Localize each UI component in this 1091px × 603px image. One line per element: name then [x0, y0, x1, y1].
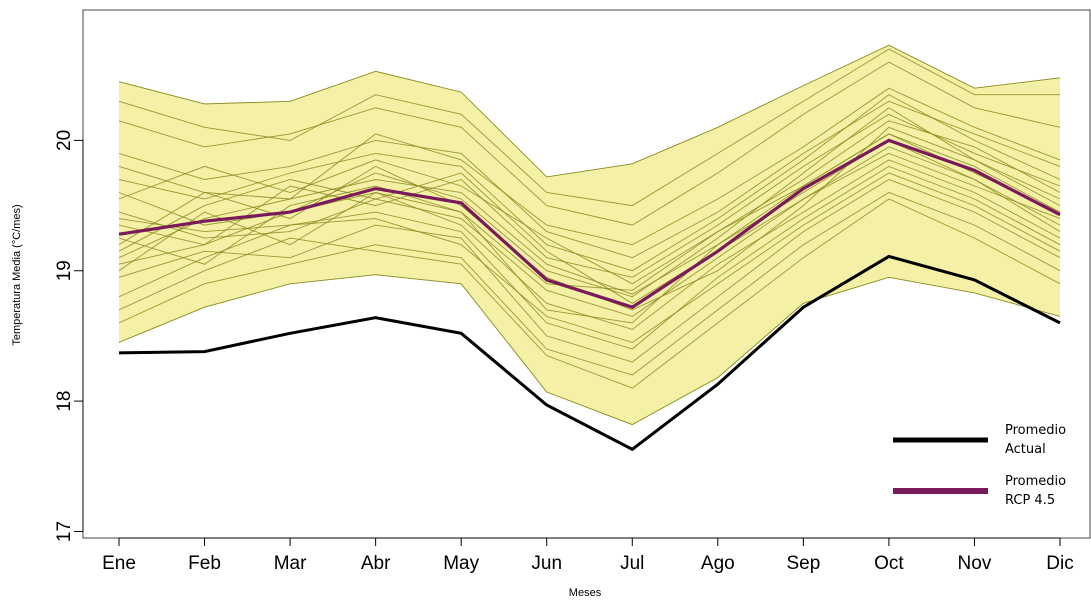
ensemble-line [118, 274, 1061, 426]
y-axis: 17 18 19 20 [54, 130, 84, 542]
ensemble-line [118, 100, 1061, 259]
ensemble-line [118, 94, 1061, 272]
x-tick-label: Dic [1046, 553, 1073, 574]
x-tick-label: Nov [958, 553, 992, 574]
x-tick-label: Mar [274, 553, 307, 574]
y-tick-label: 20 [54, 130, 75, 151]
x-tick-label: Feb [188, 553, 221, 574]
ensemble-line [118, 133, 1061, 291]
y-tick-label: 18 [54, 391, 75, 412]
ensemble-line [118, 120, 1061, 285]
ensemble-line [118, 179, 1061, 363]
legend-label: Actual [1005, 442, 1046, 457]
x-tick-label: Oct [874, 553, 904, 574]
x-tick-label: Jun [531, 553, 562, 574]
ensemble-line [118, 61, 1061, 226]
ensemble-line [118, 48, 1060, 207]
ensemble-line [118, 165, 1061, 350]
legend-label: Promedio [1005, 474, 1066, 489]
series-line-promedio-actual [118, 254, 1061, 452]
ensemble-line [118, 152, 1061, 304]
ensemble-line [118, 133, 1061, 295]
x-tick-label: Sep [786, 553, 820, 574]
y-tick-label: 19 [54, 260, 75, 281]
series-line-promedio-rcp45 [118, 138, 1061, 309]
ensemble-line [118, 113, 1061, 278]
x-axis-title: Meses [569, 587, 602, 599]
x-tick-label: Abr [361, 553, 391, 574]
ensemble-line [118, 146, 1061, 317]
legend-label: Promedio [1005, 423, 1066, 438]
legend: Promedio Actual Promedio RCP 4.5 [893, 423, 1066, 508]
plot-area [118, 44, 1061, 452]
ensemble-line [118, 172, 1061, 343]
ensemble-line [118, 44, 1061, 178]
x-tick-label: May [443, 553, 479, 574]
x-tick-label: Jul [620, 553, 644, 574]
x-tick-label: Ago [701, 553, 735, 574]
x-axis: Ene Feb Mar Abr May Jun Jul Ago Sep Oct Nov Dic [102, 537, 1074, 574]
y-axis-title: Temperatura Media (°C/mes) [11, 204, 23, 345]
legend-label: RCP 4.5 [1005, 493, 1055, 508]
ensemble-line [118, 198, 1061, 389]
y-tick-label: 17 [54, 521, 75, 542]
ensemble-line [118, 192, 1061, 376]
x-tick-label: Ene [102, 553, 136, 574]
ensemble-line [118, 87, 1061, 246]
